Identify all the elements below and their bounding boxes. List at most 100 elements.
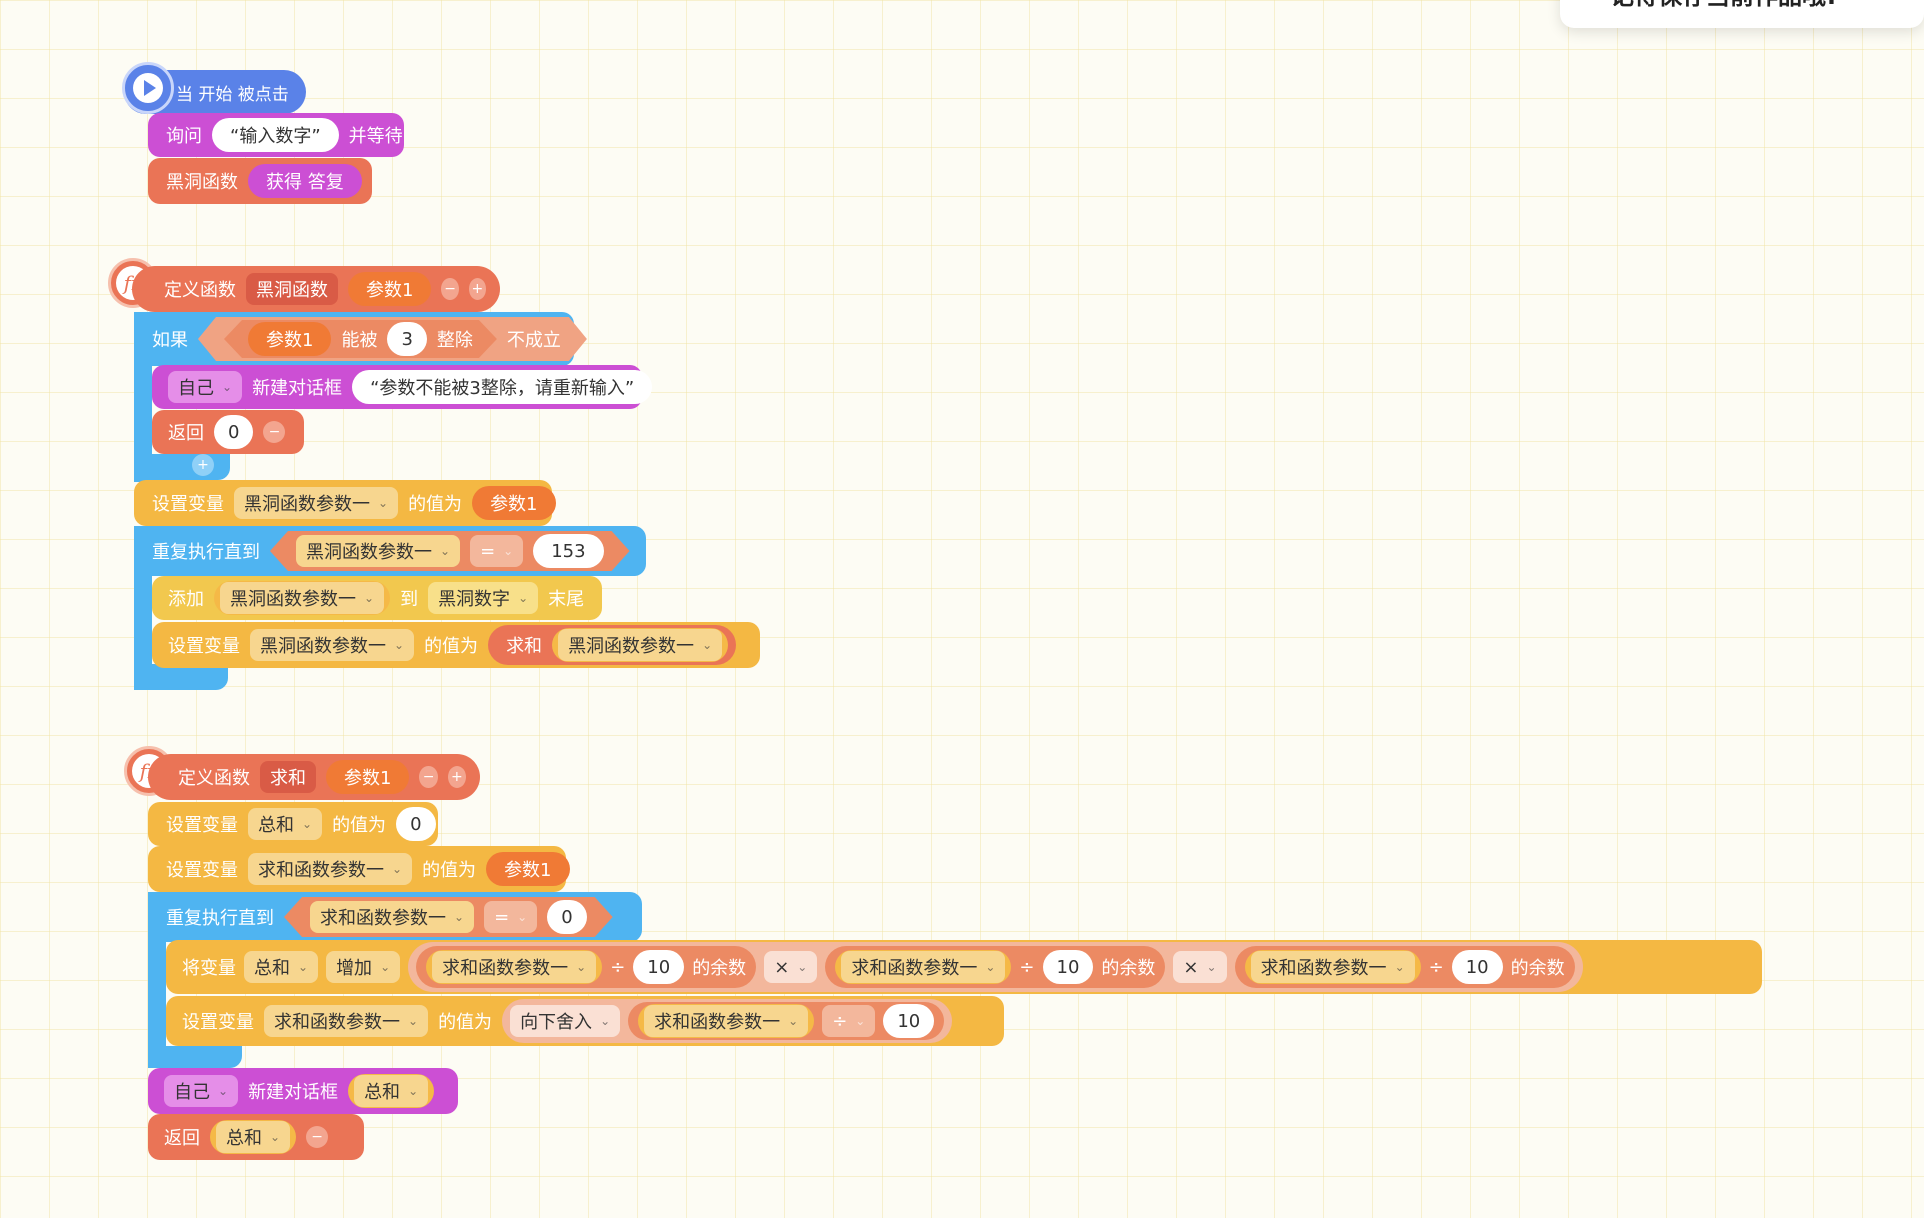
define-label: 定义函数	[178, 768, 250, 789]
play-icon	[122, 62, 174, 114]
divide-dropdown[interactable]: ÷ ⌄	[822, 1005, 876, 1037]
set-arg-floor-block[interactable]: 设置变量 求和函数参数一 ⌄ 的值为 向下舍入 ⌄ 求和函数参数一 ⌄ ÷ ⌄ 10	[166, 996, 1004, 1046]
mod-reporter-1[interactable]: 求和函数参数一 ⌄ ÷ 10 的余数	[416, 946, 757, 988]
return-sum-block[interactable]: 返回 总和 ⌄ −	[148, 1114, 364, 1160]
set-blackhole-var-block[interactable]: 设置变量 黑洞函数参数一 ⌄ 的值为 参数1	[134, 480, 556, 526]
var-dropdown[interactable]: 黑洞函数参数一 ⌄	[250, 629, 415, 661]
divisor-input[interactable]: 10	[1042, 950, 1094, 984]
ask-label: 询问	[166, 126, 202, 147]
add-param-icon[interactable]: +	[447, 766, 466, 788]
dialog-label: 新建对话框	[252, 378, 343, 399]
operator-dropdown[interactable]: = ⌄	[484, 901, 537, 933]
cond-param-pill[interactable]: 参数1	[248, 322, 331, 356]
dialog-text-input[interactable]: “参数不能被3整除，请重新输入”	[352, 370, 653, 404]
mod-reporter-3[interactable]: 求和函数参数一 ⌄ ÷ 10 的余数	[1234, 946, 1575, 988]
var-reporter[interactable]: 求和函数参数一 ⌄	[1244, 950, 1421, 984]
var-reporter[interactable]: 黑洞函数参数一 ⌄	[552, 628, 729, 662]
repeat-block-bottom	[134, 664, 228, 690]
remove-return-icon[interactable]: −	[263, 421, 286, 443]
var-dropdown[interactable]: 求和函数参数一 ⌄	[248, 853, 413, 885]
ask-text-input[interactable]: “输入数字”	[212, 118, 339, 152]
get-answer-reporter[interactable]: 获得 答复	[248, 164, 362, 198]
define-sum-function-block[interactable]: 定义函数 求和 参数1 − +	[148, 754, 480, 800]
equals-condition[interactable]: 黑洞函数参数一 ⌄ = ⌄ 153	[270, 531, 630, 571]
var-reporter[interactable]: 求和函数参数一 ⌄	[835, 950, 1012, 984]
var-dropdown[interactable]: 总和 ⌄	[248, 808, 323, 840]
floor-dropdown[interactable]: 向下舍入 ⌄	[510, 1005, 621, 1037]
var-dropdown[interactable]: 总和 ⌄	[216, 1121, 291, 1153]
self-dropdown[interactable]: 自己 ⌄	[164, 1075, 239, 1107]
return-value-input[interactable]: 0	[214, 415, 254, 449]
add-else-icon[interactable]: +	[192, 454, 214, 476]
var-dropdown[interactable]: 求和函数参数一 ⌄	[644, 1005, 809, 1037]
param1-pill[interactable]: 参数1	[326, 760, 410, 794]
define-blackhole-function-block[interactable]: 定义函数 黑洞函数 参数1 − +	[132, 266, 500, 312]
set-value-param-pill[interactable]: 参数1	[472, 486, 556, 520]
mod-reporter-2[interactable]: 求和函数参数一 ⌄ ÷ 10 的余数	[825, 946, 1166, 988]
var-reporter[interactable]: 黑洞函数参数一 ⌄	[214, 581, 391, 615]
divisible-condition[interactable]: 参数1 能被 3 整除	[224, 320, 497, 358]
function-name-field[interactable]: 求和	[260, 761, 316, 793]
self-dropdown[interactable]: 自己 ⌄	[168, 371, 243, 403]
remove-param-icon[interactable]: −	[441, 278, 459, 300]
set-sum-zero-block[interactable]: 设置变量 总和 ⌄ 的值为 0	[148, 802, 438, 846]
var-dropdown[interactable]: 黑洞函数参数一 ⌄	[234, 487, 399, 519]
var-dropdown[interactable]: 总和 ⌄	[354, 1075, 429, 1107]
divisor-input[interactable]: 10	[1451, 950, 1503, 984]
list-dropdown[interactable]: 黑洞数字 ⌄	[428, 582, 539, 614]
divisor-input[interactable]: 3	[387, 322, 426, 356]
not-label: 不成立	[506, 330, 561, 351]
param1-pill[interactable]: 参数1	[348, 272, 432, 306]
set-value-param-pill[interactable]: 参数1	[486, 852, 570, 886]
var-reporter[interactable]: 总和 ⌄	[348, 1074, 435, 1108]
set-var-to-sum-block[interactable]: 设置变量 黑洞函数参数一 ⌄ 的值为 求和 黑洞函数参数一 ⌄	[152, 622, 760, 668]
remove-param-icon[interactable]: −	[419, 766, 438, 788]
set-arg-var-block[interactable]: 设置变量 求和函数参数一 ⌄ 的值为 参数1	[148, 846, 570, 892]
var-dropdown[interactable]: 求和函数参数一 ⌄	[1250, 951, 1415, 983]
product-reporter[interactable]: 求和函数参数一 ⌄ ÷ 10 的余数 × ⌄ 求和函数参数一 ⌄ ÷ 10 的余数 ×…	[408, 942, 1583, 992]
repeat-until-block[interactable]: 重复执行直到 求和函数参数一 ⌄ = ⌄ 0	[148, 892, 642, 942]
call-blackhole-function-block[interactable]: 黑洞函数 获得 答复	[148, 158, 372, 204]
divide-reporter[interactable]: 求和函数参数一 ⌄ ÷ ⌄ 10	[628, 1002, 945, 1040]
if-block[interactable]: 如果 参数1 能被 3 整除 不成立	[134, 312, 574, 366]
return-zero-block[interactable]: 返回 0 −	[152, 410, 304, 454]
var-dropdown[interactable]: 求和函数参数一 ⌄	[264, 1005, 429, 1037]
var-dropdown[interactable]: 求和函数参数一 ⌄	[432, 951, 597, 983]
divisor-input[interactable]: 10	[633, 950, 685, 984]
var-reporter[interactable]: 求和函数参数一 ⌄	[638, 1004, 815, 1038]
chevron-down-icon: ⌄	[408, 1084, 419, 1098]
var-dropdown[interactable]: 总和 ⌄	[244, 951, 319, 983]
var-dropdown[interactable]: 黑洞函数参数一 ⌄	[296, 535, 460, 567]
var-reporter[interactable]: 求和函数参数一 ⌄	[426, 950, 603, 984]
ask-and-wait-block[interactable]: 询问 “输入数字” 并等待	[148, 113, 404, 157]
not-condition[interactable]: 参数1 能被 3 整除 不成立	[198, 317, 587, 361]
target-input[interactable]: 0	[547, 900, 586, 934]
var-reporter[interactable]: 总和 ⌄	[210, 1120, 297, 1154]
call-sum-reporter[interactable]: 求和 黑洞函数参数一 ⌄	[488, 625, 737, 665]
self-new-dialog-block[interactable]: 自己 ⌄ 新建对话框 总和 ⌄	[148, 1068, 458, 1114]
divisor-input[interactable]: 10	[883, 1004, 935, 1038]
operator-dropdown[interactable]: = ⌄	[470, 535, 523, 567]
self-new-dialog-block[interactable]: 自己 ⌄ 新建对话框 “参数不能被3整除，请重新输入”	[152, 365, 653, 409]
times-dropdown[interactable]: × ⌄	[764, 951, 818, 983]
equals-condition[interactable]: 求和函数参数一 ⌄ = ⌄ 0	[284, 897, 613, 937]
function-name-field[interactable]: 黑洞函数	[246, 273, 338, 305]
chevron-down-icon: ⌄	[1206, 960, 1217, 974]
target-input[interactable]: 153	[533, 534, 603, 568]
zero-input[interactable]: 0	[396, 807, 436, 841]
var-dropdown[interactable]: 求和函数参数一 ⌄	[310, 901, 474, 933]
remove-return-icon[interactable]: −	[306, 1126, 329, 1148]
change-sum-block[interactable]: 将变量 总和 ⌄ 增加 ⌄ 求和函数参数一 ⌄ ÷ 10 的余数 × ⌄ 求和函数参数一…	[166, 940, 1762, 994]
mod-label: 的余数	[1510, 958, 1565, 979]
floor-reporter[interactable]: 向下舍入 ⌄ 求和函数参数一 ⌄ ÷ ⌄ 10	[502, 999, 953, 1043]
times-label: ×	[774, 956, 790, 978]
var-name: 求和函数参数一	[320, 908, 446, 929]
add-param-icon[interactable]: +	[468, 278, 486, 300]
var-dropdown[interactable]: 黑洞函数参数一 ⌄	[558, 629, 723, 661]
repeat-until-block[interactable]: 重复执行直到 黑洞函数参数一 ⌄ = ⌄ 153	[134, 526, 646, 576]
var-dropdown[interactable]: 黑洞函数参数一 ⌄	[220, 582, 385, 614]
times-dropdown[interactable]: × ⌄	[1173, 951, 1227, 983]
var-dropdown[interactable]: 求和函数参数一 ⌄	[841, 951, 1006, 983]
increase-dropdown[interactable]: 增加 ⌄	[326, 951, 401, 983]
add-to-list-block[interactable]: 添加 黑洞函数参数一 ⌄ 到 黑洞数字 ⌄ 末尾	[152, 576, 602, 620]
